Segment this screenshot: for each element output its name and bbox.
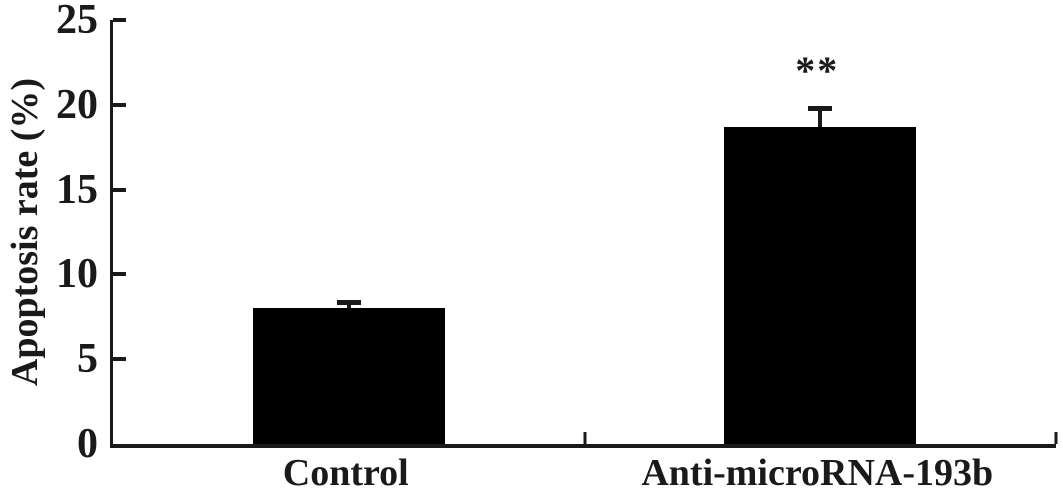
x-category-label: Control	[282, 452, 409, 493]
y-tick-label: 15	[56, 166, 98, 213]
y-tick-mark	[113, 272, 126, 277]
x-tick-mark	[583, 432, 586, 444]
significance-marker: **	[795, 48, 840, 94]
y-tick-label: 5	[77, 336, 98, 383]
y-tick-label: 20	[56, 81, 98, 128]
y-tick-label: 0	[77, 421, 98, 467]
y-tick-label: 25	[56, 0, 98, 43]
plot-area	[110, 18, 1058, 448]
y-tick-mark	[113, 18, 126, 22]
error-bar-stem	[818, 106, 823, 127]
bar-anti-microrna-193b	[724, 126, 917, 444]
y-tick-mark	[113, 357, 126, 362]
x-category-label: Anti-microRNA-193b	[641, 452, 994, 493]
y-tick-mark	[113, 187, 126, 192]
bar-control	[252, 308, 445, 444]
error-bar-cap	[808, 106, 833, 112]
x-tick-mark	[1054, 432, 1058, 444]
error-bar-cap	[336, 299, 361, 305]
y-tick-mark	[113, 102, 126, 107]
y-axis-title: Apoptosis rate (%)	[4, 77, 46, 387]
y-tick-label: 10	[56, 251, 98, 298]
